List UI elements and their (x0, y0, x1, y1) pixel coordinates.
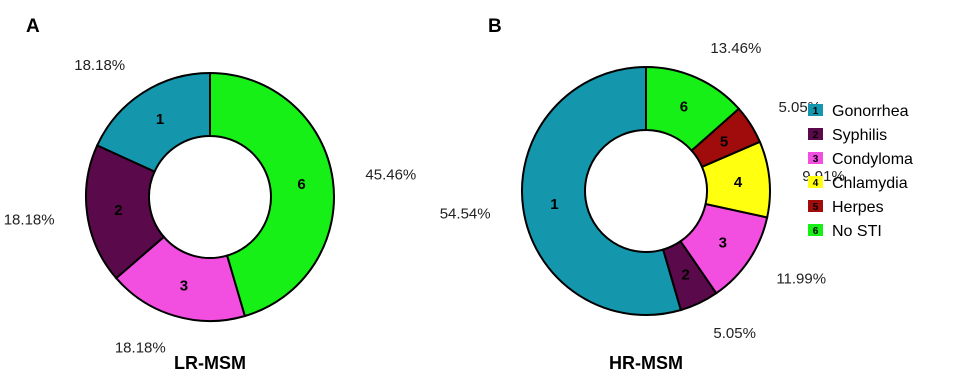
legend-label: Syphilis (832, 127, 887, 144)
slice-number-hr-4: 4 (734, 174, 743, 191)
legend-label: Herpes (832, 199, 884, 216)
legend: 1 Gonorrhea 2 Syphilis 3 Condyloma 4 Chlamydia 5… (808, 103, 913, 240)
legend-item-4: 4 Chlamydia (808, 175, 908, 192)
slice-percent-hr-3: 11.99% (776, 271, 826, 288)
legend-swatch (808, 224, 823, 236)
slice-hr-2 (661, 239, 718, 312)
legend-number: 3 (813, 154, 819, 165)
slice-lr-3 (114, 235, 247, 322)
legend-label: Gonorrhea (832, 103, 909, 120)
legend-item-6: 6 No STI (808, 223, 882, 240)
legend-item-3: 3 Condyloma (808, 151, 913, 168)
slice-percent-hr-6: 13.46% (710, 40, 761, 57)
slice-percent-hr-1: 54.54% (440, 205, 491, 222)
slice-lr-2 (85, 144, 166, 280)
slice-percent-lr-1: 18.18% (74, 57, 125, 74)
slice-percent-hr-2: 5.05% (713, 325, 756, 342)
slice-lr-6 (209, 71, 335, 318)
slice-hr-3 (679, 202, 769, 295)
panel-letter-a: A (26, 16, 40, 37)
legend-item-1: 1 Gonorrhea (808, 103, 909, 120)
slice-hr-5 (690, 107, 762, 169)
slice-percent-lr-3: 18.18% (115, 340, 166, 357)
slice-number-hr-1: 1 (550, 196, 558, 213)
slice-number-lr-2: 2 (114, 202, 122, 219)
legend-label: Condyloma (832, 151, 913, 168)
donut-chart-hr-msm: 154.54%25.05%311.99%4 9.91%55.05%613.46% (440, 40, 845, 342)
slice-percent-lr-2: 18.18% (4, 211, 55, 228)
slice-number-hr-6: 6 (680, 99, 688, 116)
legend-number: 5 (813, 202, 819, 213)
slice-number-lr-3: 3 (180, 278, 188, 295)
panel-letter-b: B (488, 16, 502, 37)
chart-title-hr-msm: HR-MSM (609, 353, 683, 373)
chart-title-lr-msm: LR-MSM (174, 353, 246, 373)
legend-number: 4 (813, 178, 819, 189)
slice-percent-lr-6: 45.46% (365, 167, 416, 184)
slice-number-hr-3: 3 (719, 235, 727, 252)
slice-number-hr-5: 5 (720, 133, 728, 150)
slice-lr-1 (95, 71, 211, 173)
legend-label: No STI (832, 223, 882, 240)
slice-hr-6 (645, 65, 741, 152)
legend-swatch (808, 176, 823, 188)
slice-number-hr-2: 2 (682, 267, 690, 284)
legend-number: 6 (813, 226, 819, 237)
slice-number-lr-1: 1 (156, 111, 164, 128)
legend-item-5: 5 Herpes (808, 199, 884, 216)
slice-hr-4 (700, 140, 771, 219)
legend-label: Chlamydia (832, 175, 908, 192)
legend-number: 1 (813, 106, 819, 117)
legend-swatch (808, 128, 823, 140)
legend-swatch (808, 104, 823, 116)
donut-chart-lr-msm: 1 18.18% 2 18.18% 3 18.18% 6 45.46% (4, 57, 417, 357)
slice-hr-1 (521, 65, 683, 316)
slice-number-lr-6: 6 (297, 176, 305, 193)
legend-item-2: 2 Syphilis (808, 127, 887, 144)
legend-number: 2 (813, 130, 819, 141)
legend-swatch (808, 152, 823, 164)
legend-swatch (808, 200, 823, 212)
